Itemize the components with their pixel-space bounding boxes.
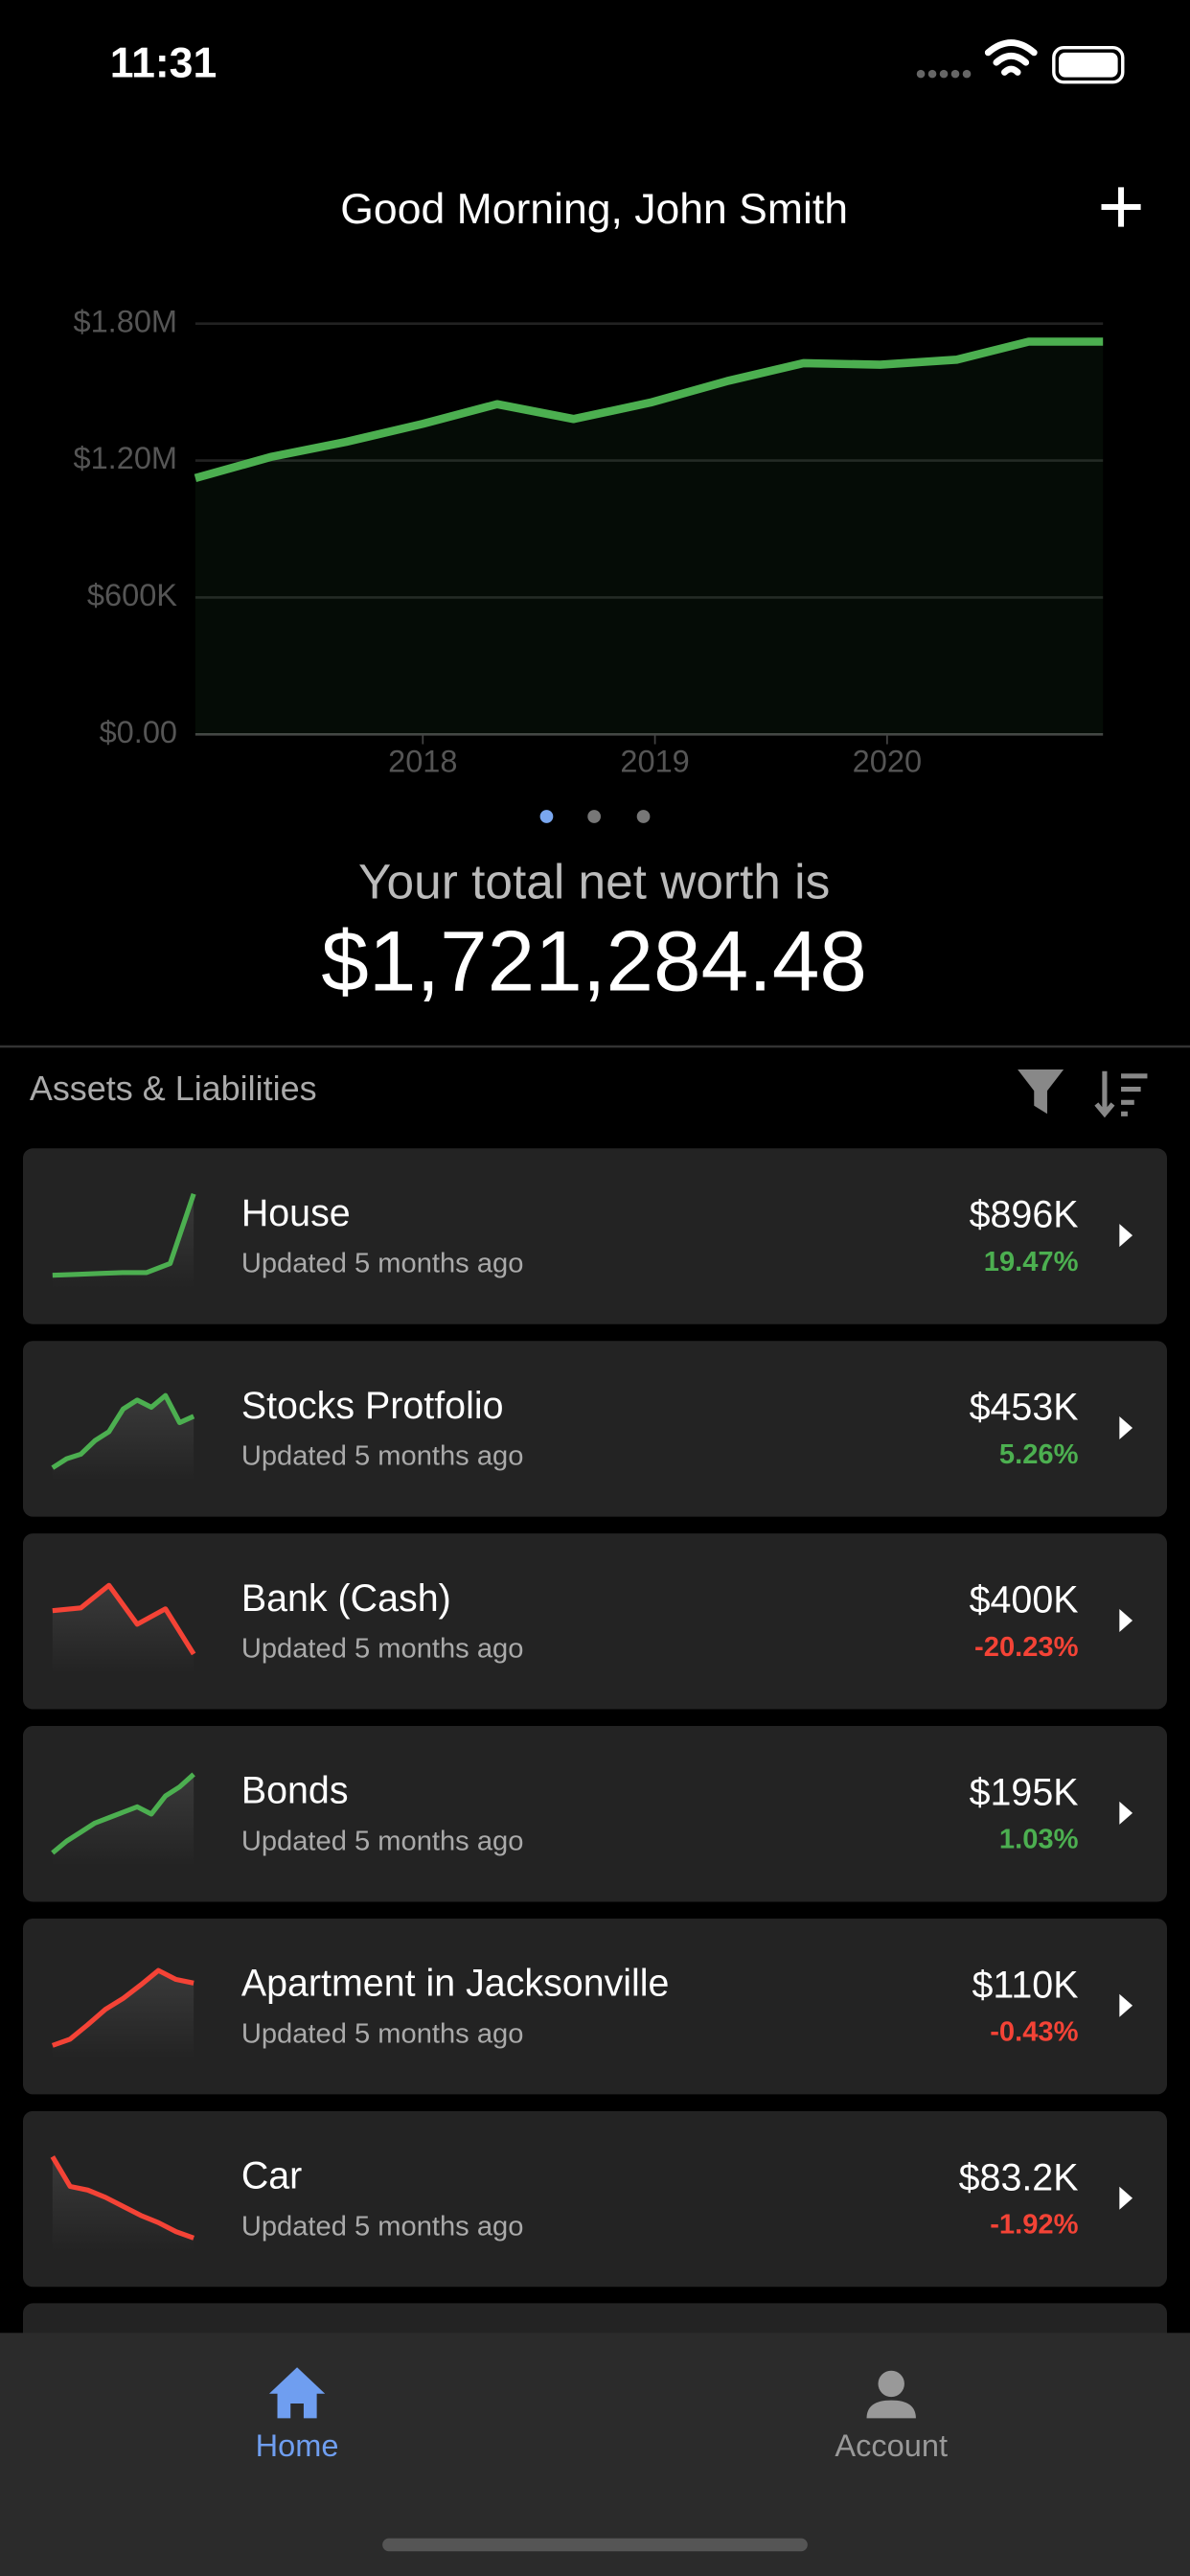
asset-card[interactable]: Bank (Cash) Updated 5 months ago $400K -20.… [22,1533,1168,1710]
chevron [1119,1416,1133,1440]
battery-level [1058,52,1118,78]
asset-updated: Updated 5 months ago [241,1441,524,1472]
y-tick-label: $1.20M [73,441,177,475]
sparkline-area [52,1774,195,1866]
chevron [1119,1608,1133,1632]
page-dot[interactable] [636,810,651,823]
asset-name: Apartment in Jacksonville [241,1963,670,2005]
y-tick-label: $1.80M [73,304,177,338]
asset-updated: Updated 5 months ago [241,2018,524,2049]
asset-updated: Updated 5 months ago [241,1634,524,1665]
asset-value: $400K [970,1579,1079,1622]
line [194,337,1104,483]
asset-change: 1.03% [999,1825,1079,1855]
chevron [1119,1224,1133,1248]
y-tick-label: $0.00 [100,715,177,749]
sparkline-area [52,1585,195,1673]
net-worth-label: Your total net worth is [358,854,830,909]
wifi-icon [984,39,1038,76]
asset-change: -20.23% [974,1632,1079,1663]
asset-card[interactable]: Car Updated 5 months ago $83.2K -1.92% [22,2110,1168,2288]
net-worth-chart: $0.00 $600K $1.20M $1.80M 2018 2019 2020 [73,304,1104,779]
sparkline-area [52,2156,195,2251]
home-indicator [382,2538,808,2552]
account-icon-body[interactable] [866,2400,916,2419]
sparkline-area [52,1395,195,1481]
page-dot-active[interactable] [539,810,554,823]
asset-card[interactable]: House Updated 5 months ago $896K 19.47% [22,1148,1168,1324]
chevron [1119,1993,1133,2017]
x-tick-label: 2019 [620,745,689,779]
asset-card[interactable]: Stocks Protfolio Updated 5 months ago $453… [22,1341,1168,1517]
card-background [22,1918,1168,2095]
asset-updated: Updated 5 months ago [241,1826,524,1856]
asset-change: -0.43% [990,2017,1078,2048]
page-dot[interactable] [587,810,601,823]
asset-updated: Updated 5 months ago [241,2211,524,2242]
filter-icon[interactable] [1018,1070,1064,1115]
greeting: Good Morning, John Smith [340,186,848,233]
sparkline-area [52,1193,195,1288]
tab-label[interactable]: Account [835,2428,948,2463]
asset-name: Bank (Cash) [241,1577,451,1620]
asset-value: $453K [970,1387,1079,1429]
sparkline-area [52,1970,195,2058]
sort-icon[interactable] [1094,1070,1148,1118]
sparkline [52,1193,196,1278]
chevron [1119,2186,1133,2210]
asset-name: Stocks Protfolio [241,1385,504,1427]
asset-name: House [241,1192,351,1234]
home-icon[interactable] [268,2367,326,2419]
sparkline [52,1582,196,1656]
asset-list: House Updated 5 months ago $896K 19.47% Stoc… [22,1148,1168,2288]
status-time: 11:31 [110,39,217,86]
asset-updated: Updated 5 months ago [241,1249,524,1279]
asset-value: $195K [970,1771,1079,1813]
asset-change: -1.92% [990,2210,1078,2241]
sparkline [50,2155,195,2241]
asset-value: $83.2K [959,2156,1079,2198]
y-tick-label: $600K [87,578,177,612]
asset-change: 19.47% [984,1247,1079,1277]
asset-name: Bonds [241,1770,349,1812]
card-background [22,1533,1168,1710]
x-tick-label: 2018 [388,745,457,779]
asset-name: Car [241,2155,302,2197]
sparkline [51,1772,195,1855]
tab-label[interactable]: Home [256,2428,339,2463]
account-icon[interactable] [878,2370,904,2398]
tab-bar [0,2333,1190,2576]
x-tick-label: 2020 [853,745,922,779]
card-background [22,1341,1168,1517]
asset-change: 5.26% [999,1439,1079,1470]
signal [916,69,972,79]
add-button[interactable] [1101,187,1141,227]
asset-value: $110K [973,1964,1079,2006]
net-worth-value: $1,721,284.48 [321,912,867,1008]
asset-value: $896K [970,1194,1079,1236]
battery-icon [1052,45,1125,84]
area [195,341,1104,735]
sparkline [51,1967,195,2048]
section-title: Assets & Liabilities [30,1069,317,1108]
card-background [22,1726,1168,1902]
card-background [22,2110,1168,2288]
asset-card[interactable]: Bonds Updated 5 months ago $195K 1.03% [22,1726,1168,1902]
sparkline [51,1392,195,1470]
chevron [1119,1801,1133,1825]
card-background [22,1148,1168,1324]
asset-card[interactable]: Apartment in Jacksonville Updated 5 month… [22,1918,1168,2095]
